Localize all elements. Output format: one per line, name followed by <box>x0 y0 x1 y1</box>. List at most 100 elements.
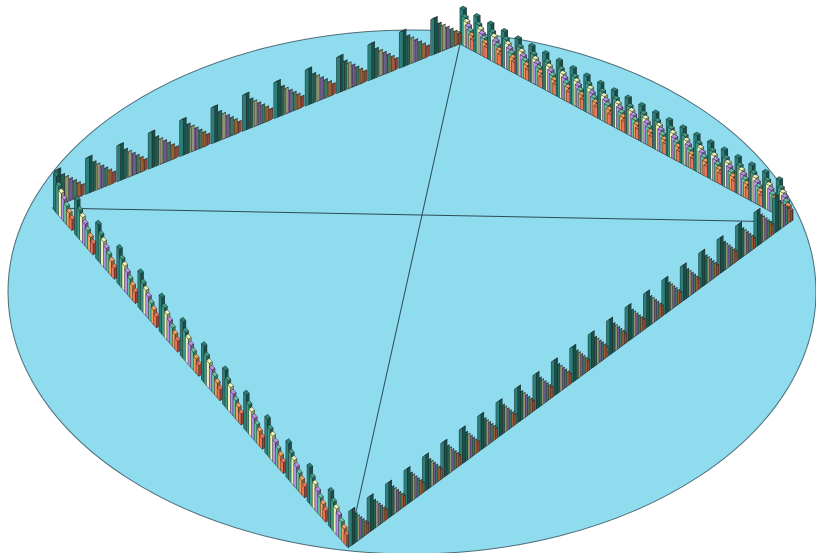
bar-g8-s0 <box>304 68 310 107</box>
bar-g3-s2-side <box>159 137 164 165</box>
bar-g74-s4 <box>338 518 342 542</box>
bar-g8-s1-side <box>312 71 317 104</box>
bar-g65-s6 <box>153 313 157 329</box>
bar-g39-s0-side <box>388 479 392 519</box>
bar-g12-s2-side <box>442 23 446 52</box>
bar-g68-s1 <box>203 353 207 387</box>
bar-g65-s4 <box>148 300 152 323</box>
bar-g20-s6 <box>566 90 571 104</box>
bar-g11-s0-side <box>402 28 407 68</box>
bar-g4-s0-side <box>183 116 187 156</box>
bar-g3-s1-side <box>155 135 160 167</box>
bar-g68-s2 <box>206 359 210 390</box>
bar-g61-s0 <box>53 172 57 214</box>
bar-g64-s3 <box>124 269 128 296</box>
bar-g7-s5-side <box>297 92 301 110</box>
bar-g67-s2 <box>185 335 189 365</box>
bar-g62-s6 <box>90 240 94 256</box>
bar-g12-s5-side <box>453 29 458 47</box>
bar-g2-s1-side <box>124 147 128 180</box>
bar-g14-s6 <box>483 45 488 60</box>
bar-g53-s0-side <box>646 289 650 329</box>
bar-g54-s0-side <box>664 275 669 315</box>
bar-g10-s2-side <box>379 48 383 77</box>
bar-g70-s2 <box>248 408 252 438</box>
bar-g69-s1 <box>224 377 229 411</box>
bar-g11-s3-side <box>414 38 419 63</box>
bar-g61-s6 <box>68 216 73 232</box>
bar-g11-s2-side <box>410 36 415 65</box>
bar-g63-s2 <box>100 238 104 268</box>
bar-g6-s3-side <box>257 101 262 126</box>
bar-g26-s6 <box>648 134 653 149</box>
bar-g10-s5-side <box>391 54 395 72</box>
bar-g74-s6 <box>343 532 347 548</box>
bar-g3-s5-side <box>171 143 175 161</box>
bar-g6-s0 <box>242 93 247 132</box>
bar-g9-s0 <box>336 55 341 94</box>
bar-g8-s5-side <box>328 80 332 98</box>
bar-g66-s2 <box>164 311 168 341</box>
bar-g11-s0 <box>399 30 404 69</box>
bar-g2-s0 <box>116 144 121 183</box>
bar-g66-s0 <box>158 294 162 335</box>
bar-g73-s4 <box>317 494 321 517</box>
floor-diagonal-1 <box>347 43 461 549</box>
bar-g72-s2 <box>290 456 295 487</box>
bar-g24-s6 <box>621 119 626 134</box>
bar-g51-s0-side <box>609 316 613 356</box>
bar-g73-s5 <box>320 501 324 520</box>
bar-g21-s6 <box>580 97 585 112</box>
bar-g3-s4-side <box>167 141 171 162</box>
bar-g10-s0-side <box>371 41 375 80</box>
bar-g42-s0-side <box>443 438 448 478</box>
bar-g64-s6 <box>132 289 136 305</box>
bar-g69-s5 <box>235 403 239 423</box>
bar-g62-s4 <box>84 227 88 250</box>
bar-g18-s6 <box>538 75 543 89</box>
bar-g57-s0-side <box>720 235 724 274</box>
bar-g12-s1-side <box>438 21 442 54</box>
bar-g1-s5-side <box>108 168 113 186</box>
bar-g6-s2-side <box>253 99 258 128</box>
bar-g5-s0-side <box>214 104 219 143</box>
bar-g2-s2-side <box>128 149 132 178</box>
bar-g61-s1 <box>55 183 59 217</box>
bar-g65-s0 <box>137 270 141 311</box>
bar-g65-s5 <box>150 306 155 326</box>
bar-g65-s3 <box>145 293 149 320</box>
bar-g66-s3 <box>166 317 170 344</box>
bar-g49-s0-side <box>572 343 577 383</box>
bar-g72-s1 <box>288 450 292 484</box>
bar-g37-s0 <box>348 508 353 548</box>
bar-g31-s6 <box>717 171 722 186</box>
bar-g8-s3-side <box>320 76 324 101</box>
bar-g41-s0-side <box>425 452 429 492</box>
bar-g73-s3 <box>314 487 318 514</box>
bar-g74-s5 <box>341 525 345 545</box>
bar-g68-s5 <box>214 379 218 399</box>
bar-g7-s4-side <box>293 90 297 112</box>
bar-g62-s3 <box>82 220 86 247</box>
bar-g9-s0-side <box>340 53 344 93</box>
bar-g15-s6 <box>497 53 502 67</box>
bar-g5-s0 <box>210 106 216 145</box>
bar-g25-s6 <box>635 127 640 141</box>
bar-g27-s6 <box>662 142 667 156</box>
bar-g11-s5-side <box>422 42 426 60</box>
bar-g72-s0 <box>285 440 289 481</box>
bar-g68-s3 <box>208 366 213 393</box>
bar-g6-s0-side <box>245 91 250 131</box>
bar-g64-s0 <box>116 245 120 287</box>
bar-g66-s6 <box>174 337 178 353</box>
bar-g3-s0 <box>147 131 153 170</box>
bar-g62-s2 <box>79 214 83 244</box>
bar-g69-s0 <box>222 367 226 408</box>
bar-g67-s3 <box>187 342 192 368</box>
bar-g62-s1 <box>76 207 81 241</box>
bar-g5-s4-side <box>230 115 234 137</box>
bar-g4-s0 <box>179 118 184 157</box>
bar-g43-s0-side <box>462 425 466 464</box>
bar-g64-s1 <box>119 255 123 290</box>
bar-g38-s0-side <box>370 493 374 532</box>
